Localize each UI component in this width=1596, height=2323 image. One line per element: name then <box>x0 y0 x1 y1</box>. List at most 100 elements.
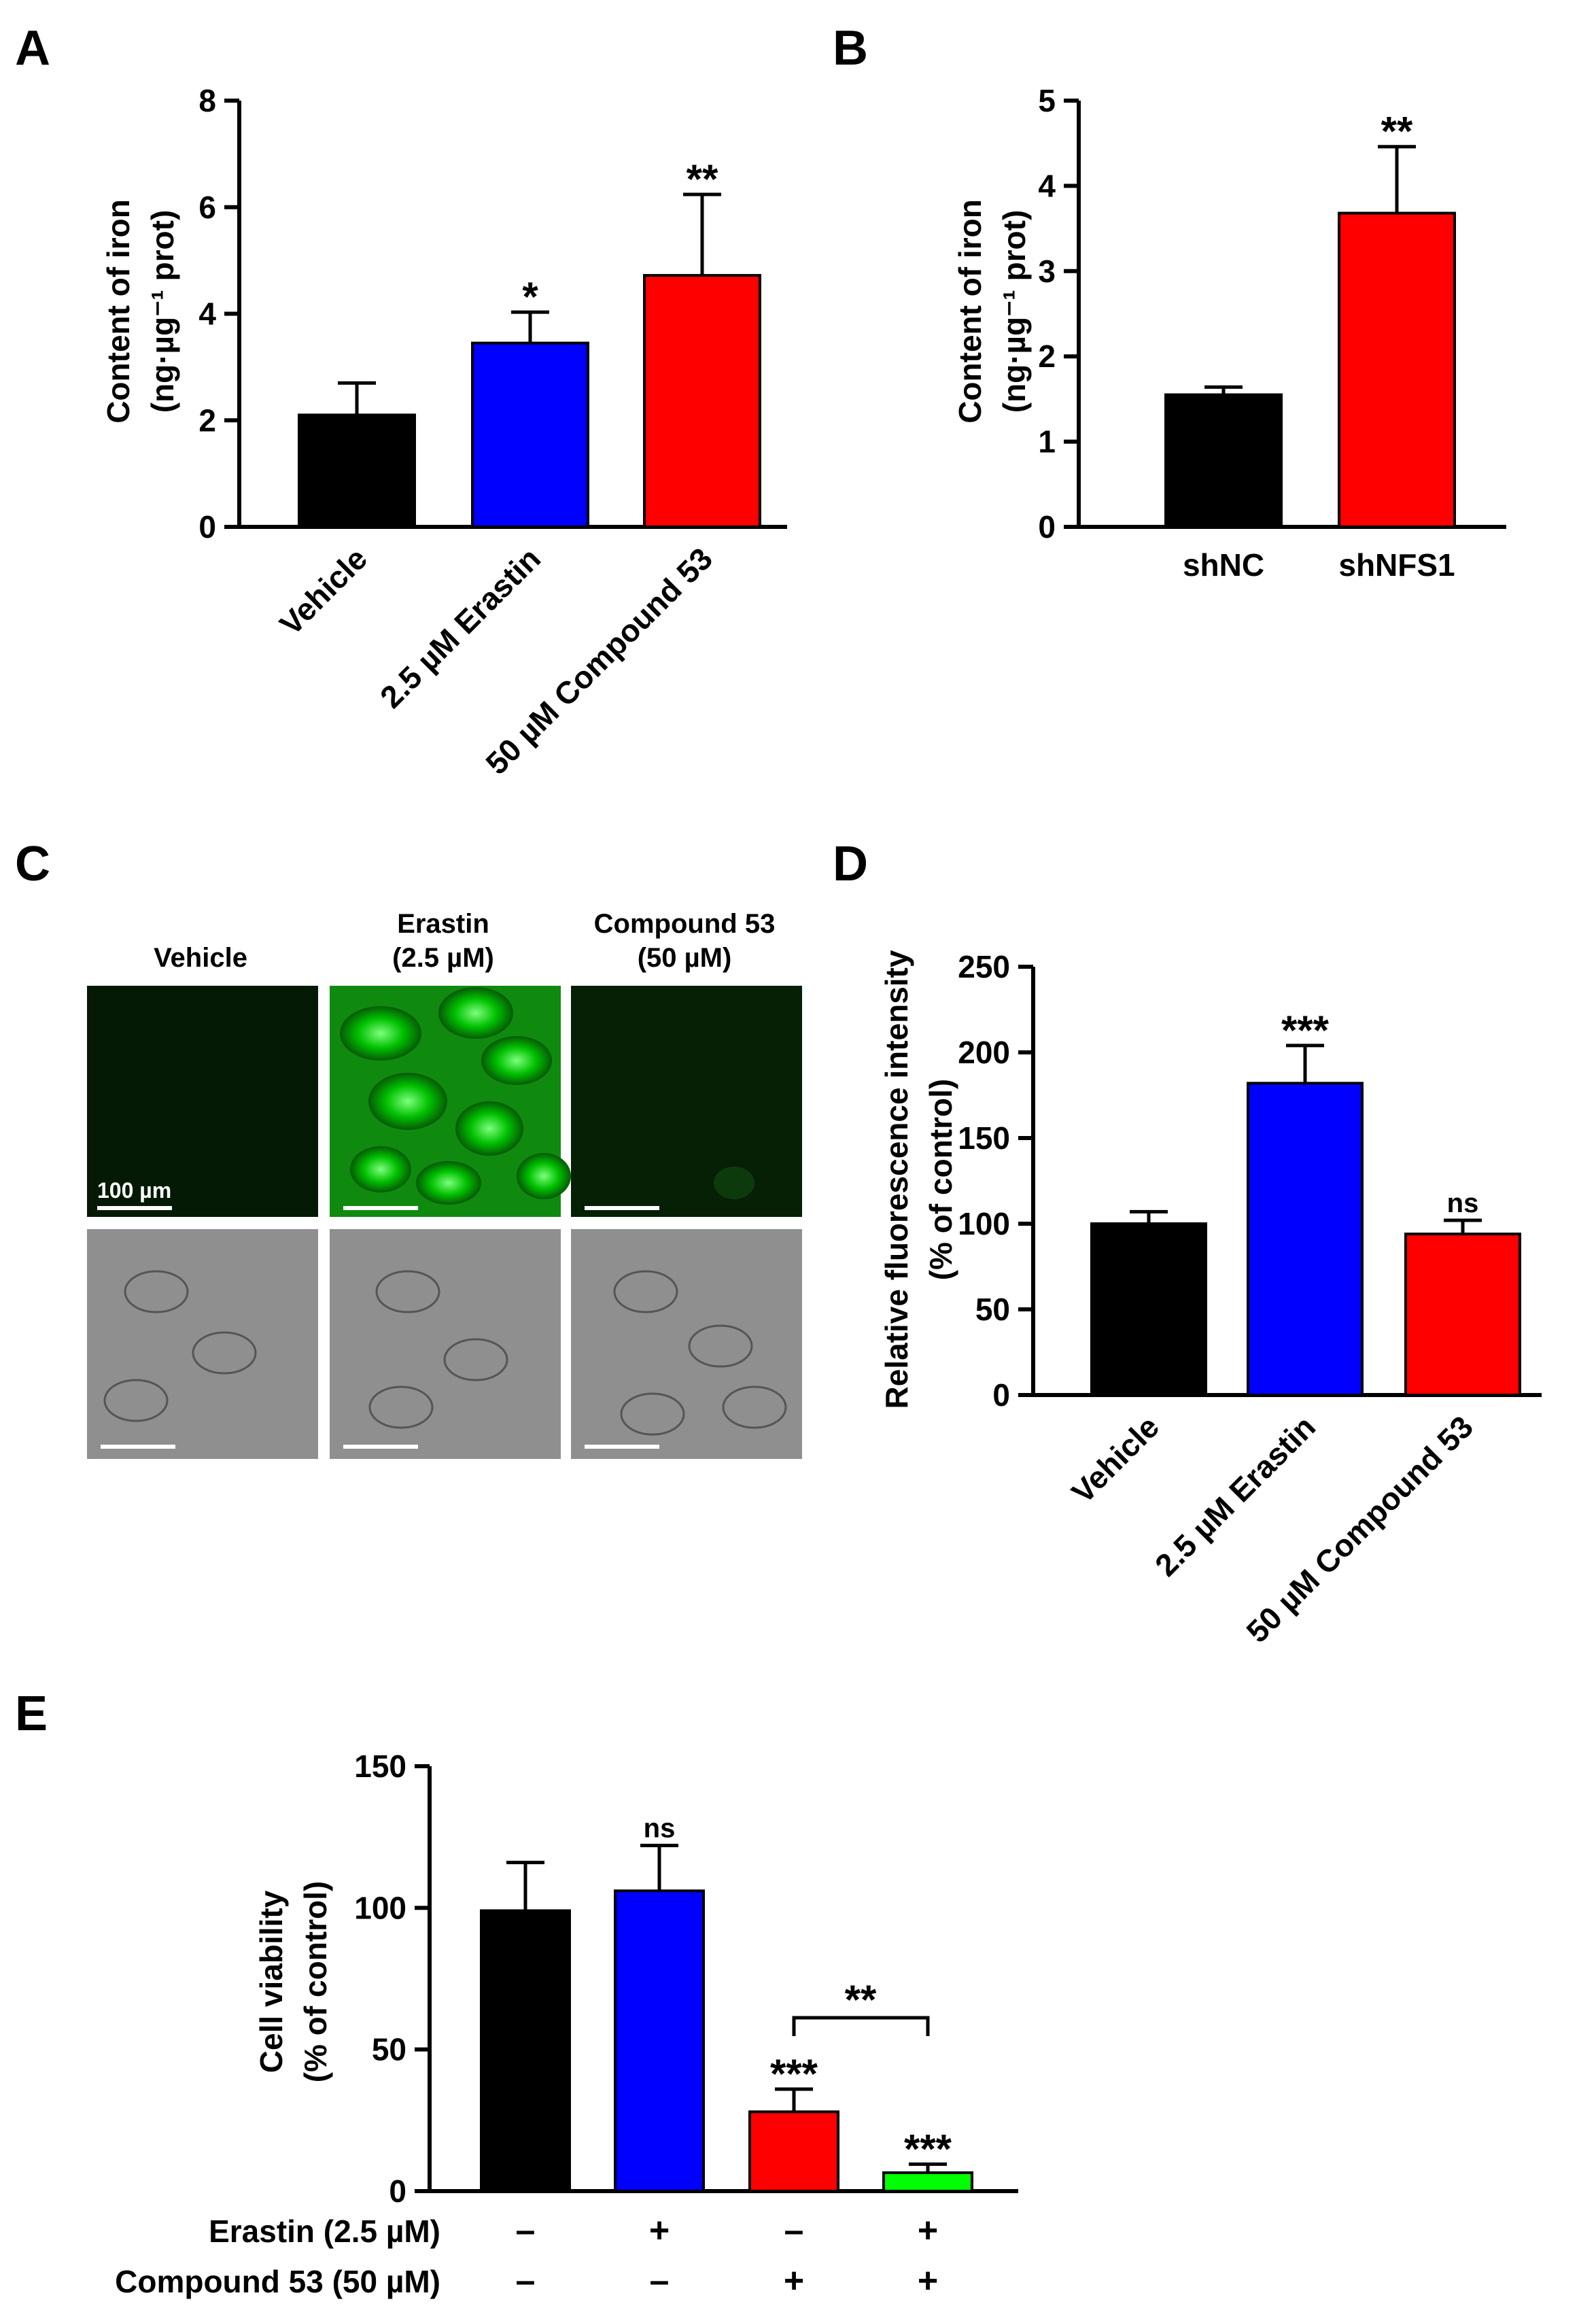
column-header-compound-dose: (50 µM) <box>638 943 732 973</box>
fluorescent-cell <box>350 1146 411 1192</box>
y-tick-label: 5 <box>1038 83 1056 118</box>
panel-letter-a: A <box>15 21 50 75</box>
treatment-mark: + <box>784 2261 804 2301</box>
significance-label: *** <box>770 2051 818 2097</box>
scale-bar-label: 100 µm <box>97 1178 171 1203</box>
x-category-label: Vehicle <box>1064 1409 1166 1510</box>
brightfield-cell <box>368 1386 434 1429</box>
y-tick-label: 0 <box>389 2173 406 2209</box>
brightfield-cell <box>722 1386 787 1429</box>
y-tick-label: 150 <box>958 1120 1010 1156</box>
panel-letter-d: D <box>833 837 868 891</box>
panel-letter-c: C <box>15 837 50 891</box>
bar <box>748 2110 839 2192</box>
treatment-row-label-compound: Compound 53 (50 µM) <box>115 2264 440 2299</box>
bar <box>1404 1233 1521 1396</box>
x-category-label: shNC <box>1183 547 1264 583</box>
significance-label: ** <box>687 156 718 202</box>
brightfield-cell <box>124 1270 189 1313</box>
bar <box>1164 393 1283 528</box>
brightfield-cell <box>620 1392 685 1436</box>
bar <box>614 1889 705 2192</box>
column-header-vehicle: Vehicle <box>154 943 247 973</box>
y-tick-label: 50 <box>975 1292 1010 1327</box>
y-tick-label: 150 <box>354 1749 406 1784</box>
column-header-erastin: Erastin <box>397 909 489 939</box>
y-tick-label: 0 <box>198 509 216 545</box>
brightfield-image <box>330 1229 561 1459</box>
y-tick-label: 1 <box>1038 424 1056 460</box>
significance-label: *** <box>1281 1008 1330 1053</box>
y-tick-label: 250 <box>958 949 1010 984</box>
x-category-label: shNFS1 <box>1338 547 1455 583</box>
fluorescent-cell <box>481 1036 552 1085</box>
brightfield-cell <box>688 1324 753 1368</box>
panel-letter-b: B <box>833 21 868 75</box>
treatment-row-label-erastin: Erastin (2.5 µM) <box>209 2214 440 2249</box>
y-axis-label-line2: (ng·µg⁻¹ prot) <box>145 210 180 413</box>
fluorescent-cell <box>340 1006 421 1061</box>
fluorescent-cell <box>416 1161 481 1205</box>
comparison-bracket <box>792 2016 930 2036</box>
bar <box>1338 211 1456 528</box>
chart-d: Relative fluorescence intensity (% of co… <box>879 949 1542 1649</box>
brightfield-cell <box>443 1338 508 1381</box>
x-category-label: 2.5 µM Erastin <box>1148 1409 1322 1583</box>
y-tick-label: 8 <box>198 83 216 118</box>
significance-label: * <box>522 274 538 320</box>
y-tick-label: 4 <box>1038 168 1056 203</box>
chart-b: Content of iron (ng·µg⁻¹ prot) 0 1 2 3 4 5 shN… <box>952 83 1506 583</box>
treatment-mark: – <box>516 2261 536 2301</box>
significance-label: ns <box>1447 1188 1479 1218</box>
y-axis-label-line2: (ng·µg⁻¹ prot) <box>996 210 1032 413</box>
brightfield-image <box>87 1229 318 1459</box>
column-header-compound: Compound 53 <box>594 909 776 939</box>
y-tick-label: 200 <box>958 1035 1010 1070</box>
fluorescent-cell <box>368 1073 447 1130</box>
y-axis-label-line2: (% of control) <box>298 1881 333 2082</box>
fluorescent-cell <box>438 987 513 1039</box>
significance-label: *** <box>904 2126 952 2171</box>
x-category-label: 2.5 µM Erastin <box>373 540 547 715</box>
treatment-mark: – <box>784 2211 804 2250</box>
fluorescence-image <box>87 986 318 1217</box>
column-header-erastin-dose: (2.5 µM) <box>392 943 494 973</box>
y-axis-label-line1: Cell viability <box>254 1890 289 2073</box>
fluorescent-cell <box>455 1101 523 1156</box>
micrograph-panel: Vehicle Erastin (2.5 µM) Compound 53 (50… <box>87 909 802 1459</box>
fluorescent-cell <box>517 1153 571 1199</box>
fluorescence-image <box>571 986 802 1217</box>
significance-label: ns <box>644 1814 676 1844</box>
bar <box>882 2171 973 2193</box>
y-tick-label: 100 <box>354 1890 406 1925</box>
y-tick-label: 2 <box>198 402 216 438</box>
treatment-mark: + <box>918 2211 938 2250</box>
y-tick-label: 6 <box>198 190 216 225</box>
brightfield-image <box>571 1229 802 1459</box>
brightfield-cell <box>192 1331 257 1375</box>
brightfield-cell <box>103 1379 169 1422</box>
treatment-mark: + <box>918 2261 938 2301</box>
bar <box>298 413 416 528</box>
brightfield-cell <box>375 1270 440 1313</box>
brightfield-cell <box>613 1270 678 1313</box>
panel-letter-e: E <box>15 1687 48 1741</box>
treatment-mark: – <box>516 2211 536 2250</box>
y-axis-label-line1: Content of iron <box>101 199 136 424</box>
y-tick-label: 0 <box>992 1377 1010 1413</box>
significance-label: ** <box>1381 109 1413 154</box>
chart-a: Content of iron (ng·µg⁻¹ prot) 0 2 4 6 8 Vehi… <box>101 83 787 781</box>
y-tick-label: 4 <box>198 296 216 332</box>
treatment-mark: + <box>649 2211 670 2250</box>
y-axis-label-line1: Relative fluorescence intensity <box>879 950 914 1409</box>
treatment-mark: – <box>650 2261 670 2301</box>
y-tick-label: 3 <box>1038 254 1056 289</box>
bar <box>1090 1222 1207 1396</box>
bar <box>1247 1082 1364 1396</box>
faint-cell <box>714 1167 754 1199</box>
chart-e: Cell viability (% of control) Erastin (2… <box>115 1749 1018 2301</box>
y-tick-label: 0 <box>1038 509 1056 545</box>
y-axis-label-line2: (% of control) <box>923 1079 958 1280</box>
comparison-bracket-label: ** <box>845 1977 877 2023</box>
